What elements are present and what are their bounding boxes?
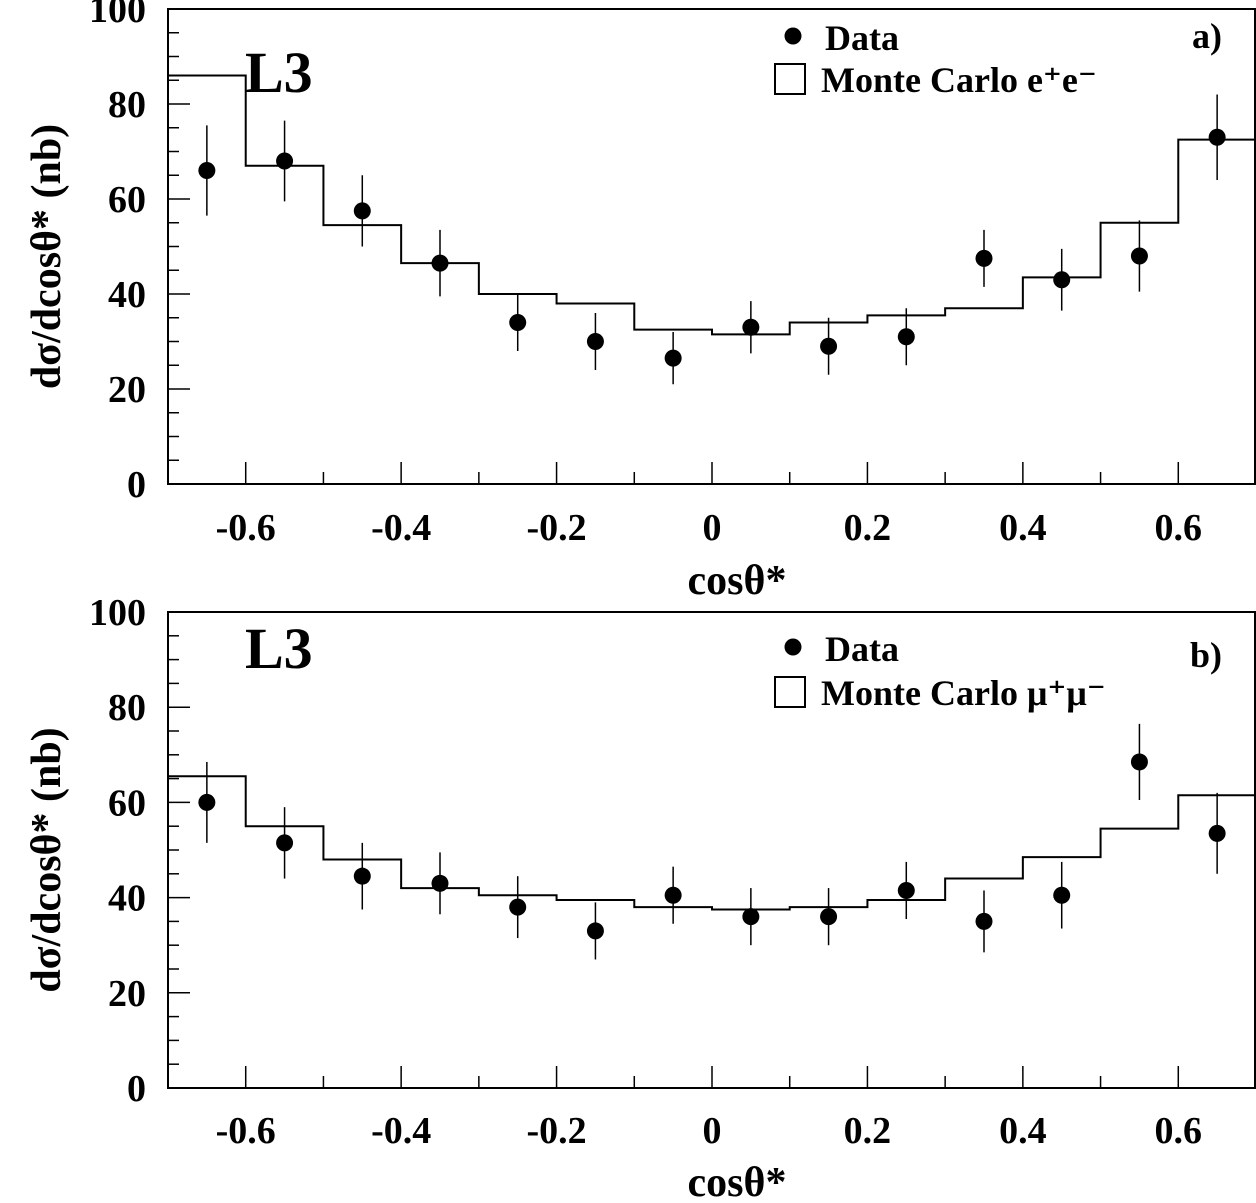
x-tick-label: 0.6 xyxy=(1155,507,1203,549)
data-point xyxy=(1053,886,1071,904)
x-tick-label: -0.6 xyxy=(216,507,276,549)
y-tick-label: 0 xyxy=(127,1068,146,1110)
monte-carlo-histogram xyxy=(168,74,1256,336)
monte-carlo-histogram xyxy=(168,775,1256,911)
y-tick-label: 20 xyxy=(108,973,146,1015)
y-tick-label: 60 xyxy=(108,782,146,824)
y-tick-label: 100 xyxy=(89,592,146,634)
legend-mc-box xyxy=(774,63,806,95)
legend-data-marker xyxy=(784,27,802,45)
panel-a: -0.6 -0.4 -0.2 0 0.2 0.4 0.6 0 20 40 60 80 100 cosθ* d… xyxy=(24,0,1256,604)
data-point xyxy=(276,834,294,852)
x-tick-label: -0.2 xyxy=(526,1110,586,1152)
legend-mc-box xyxy=(774,676,806,708)
x-tick-label: 0.2 xyxy=(844,507,892,549)
data-point xyxy=(431,254,449,272)
data-point xyxy=(975,912,993,930)
x-tick-label: 0.4 xyxy=(999,507,1047,549)
data-point xyxy=(664,886,682,904)
data-point xyxy=(353,202,371,220)
y-tick-label: 0 xyxy=(127,464,146,506)
data-point xyxy=(664,349,682,367)
panel-tag: b) xyxy=(1190,635,1222,675)
data-point xyxy=(1053,271,1071,289)
x-tick-label: 0 xyxy=(703,507,722,549)
x-tick-label: 0 xyxy=(703,1110,722,1152)
x-axis-title: cosθ* xyxy=(688,1160,787,1203)
data-point xyxy=(820,908,838,926)
data-point xyxy=(742,908,760,926)
experiment-label: L3 xyxy=(245,40,313,105)
y-tick-label: 80 xyxy=(108,84,146,126)
data-point xyxy=(509,898,527,916)
data-point xyxy=(198,793,216,811)
data-point xyxy=(509,314,527,331)
legend-mc-label: Monte Carlo e⁺e⁻ xyxy=(821,60,1097,100)
panel-tag: a) xyxy=(1192,16,1222,56)
data-point xyxy=(1208,128,1226,146)
x-tick-label: -0.2 xyxy=(526,507,586,549)
data-point xyxy=(897,328,915,346)
data-point xyxy=(586,922,604,940)
data-point xyxy=(897,881,915,899)
data-point xyxy=(431,874,449,892)
data-point xyxy=(586,333,604,350)
data-point xyxy=(198,162,216,179)
y-tick-label: 20 xyxy=(108,369,146,411)
x-tick-label: 0.2 xyxy=(844,1110,892,1152)
data-point xyxy=(353,867,371,885)
x-tick-label: -0.4 xyxy=(371,507,431,549)
data-point xyxy=(1130,753,1148,771)
y-axis-title: dσ/dcosθ* (nb) xyxy=(24,727,70,992)
experiment-label: L3 xyxy=(245,616,313,681)
y-tick-label: 40 xyxy=(108,878,146,920)
data-point xyxy=(276,152,294,170)
y-tick-label: 40 xyxy=(108,274,146,316)
x-tick-label: -0.6 xyxy=(216,1110,276,1152)
y-axis-title: dσ/dcosθ* (nb) xyxy=(24,124,70,389)
y-tick-label: 80 xyxy=(108,687,146,729)
data-point xyxy=(1130,247,1148,265)
legend-mc-label: Monte Carlo μ⁺μ⁻ xyxy=(821,673,1106,713)
x-axis-title: cosθ* xyxy=(688,558,787,604)
legend-data-label: Data xyxy=(825,629,899,669)
y-tick-label: 100 xyxy=(89,0,146,31)
y-tick-label: 60 xyxy=(108,179,146,221)
x-tick-label: 0.4 xyxy=(999,1110,1047,1152)
data-point xyxy=(820,337,838,355)
x-tick-label: -0.4 xyxy=(371,1110,431,1152)
legend-data-marker xyxy=(784,638,802,656)
data-point xyxy=(975,249,993,267)
x-tick-label: 0.6 xyxy=(1155,1110,1203,1152)
panel-b: -0.6 -0.4 -0.2 0 0.2 0.4 0.6 0 20 40 60 80 100 cosθ* d… xyxy=(24,592,1256,1203)
data-point xyxy=(1208,824,1226,842)
data-point xyxy=(742,318,760,336)
legend-data-label: Data xyxy=(825,18,899,58)
